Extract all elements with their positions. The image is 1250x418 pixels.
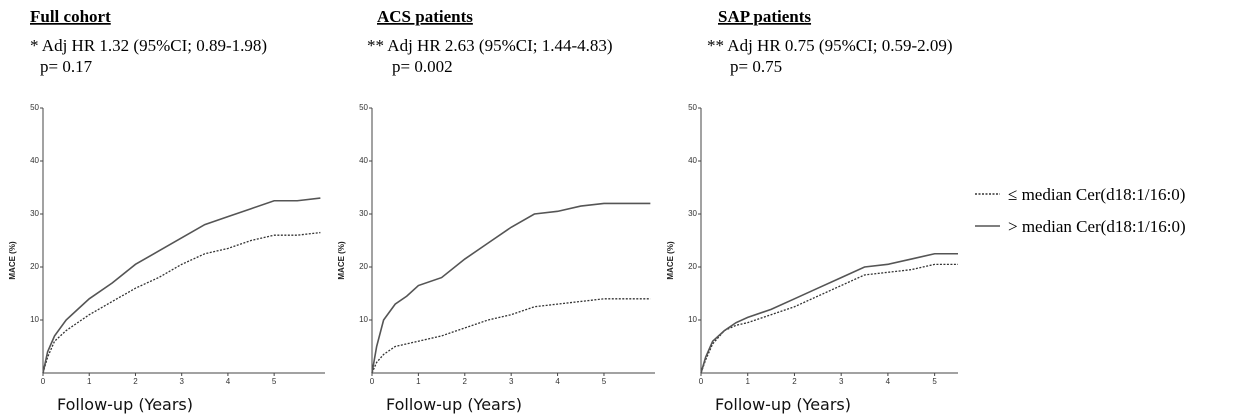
x-tick-label: 1 xyxy=(87,377,92,386)
y-axis-label: MACE (%) xyxy=(337,241,346,280)
x-axis-label: Follow-up (Years) xyxy=(386,395,522,414)
y-tick-label: 30 xyxy=(359,209,368,218)
y-tick-label: 40 xyxy=(359,156,368,165)
panel-title: SAP patients xyxy=(718,7,811,26)
legend-label: > median Cer(d18:1/16:0) xyxy=(1008,217,1186,236)
y-tick-label: 20 xyxy=(688,262,697,271)
x-tick-label: 2 xyxy=(133,377,138,386)
x-tick-label: 3 xyxy=(179,377,184,386)
panel-title: Full cohort xyxy=(30,7,111,26)
annotation: ** Adj HR 2.63 (95%CI; 1.44-4.83) xyxy=(367,36,613,55)
annotation: * Adj HR 1.32 (95%CI; 0.89-1.98) xyxy=(30,36,267,55)
x-axis-label: Follow-up (Years) xyxy=(57,395,193,414)
legend-label: ≤ median Cer(d18:1/16:0) xyxy=(1008,185,1185,204)
y-tick-label: 20 xyxy=(359,262,368,271)
annotation: p= 0.002 xyxy=(392,57,453,76)
x-tick-label: 2 xyxy=(463,377,468,386)
x-tick-label: 3 xyxy=(509,377,514,386)
y-axis-label: MACE (%) xyxy=(8,241,17,280)
y-tick-label: 30 xyxy=(688,209,697,218)
x-tick-label: 0 xyxy=(370,377,375,386)
x-tick-label: 0 xyxy=(699,377,704,386)
x-tick-label: 5 xyxy=(932,377,937,386)
km-curve xyxy=(371,202,651,374)
y-tick-label: 10 xyxy=(688,315,697,324)
y-tick-label: 40 xyxy=(688,156,697,165)
annotation: ** Adj HR 0.75 (95%CI; 0.59-2.09) xyxy=(707,36,953,55)
y-tick-label: 40 xyxy=(30,156,39,165)
annotation: p= 0.75 xyxy=(730,57,782,76)
x-tick-label: 1 xyxy=(746,377,751,386)
x-tick-label: 4 xyxy=(886,377,891,386)
km-curve xyxy=(42,197,321,374)
y-tick-label: 50 xyxy=(30,103,39,112)
y-axis-label: MACE (%) xyxy=(666,241,675,280)
km-curve xyxy=(42,231,321,374)
y-tick-label: 10 xyxy=(359,315,368,324)
x-tick-label: 3 xyxy=(839,377,844,386)
y-tick-label: 20 xyxy=(30,262,39,271)
x-tick-label: 4 xyxy=(226,377,231,386)
annotation: p= 0.17 xyxy=(40,57,93,76)
x-tick-label: 4 xyxy=(555,377,560,386)
x-tick-label: 5 xyxy=(602,377,607,386)
y-tick-label: 50 xyxy=(688,103,697,112)
y-tick-label: 30 xyxy=(30,209,39,218)
x-axis-label: Follow-up (Years) xyxy=(715,395,851,414)
x-tick-label: 2 xyxy=(792,377,797,386)
km-curve xyxy=(371,298,651,374)
panel-title: ACS patients xyxy=(377,7,473,26)
y-tick-label: 10 xyxy=(30,315,39,324)
km-curve xyxy=(700,263,958,374)
x-tick-label: 1 xyxy=(416,377,421,386)
x-tick-label: 0 xyxy=(41,377,46,386)
km-curve xyxy=(700,252,958,374)
y-tick-label: 50 xyxy=(359,103,368,112)
x-tick-label: 5 xyxy=(272,377,277,386)
